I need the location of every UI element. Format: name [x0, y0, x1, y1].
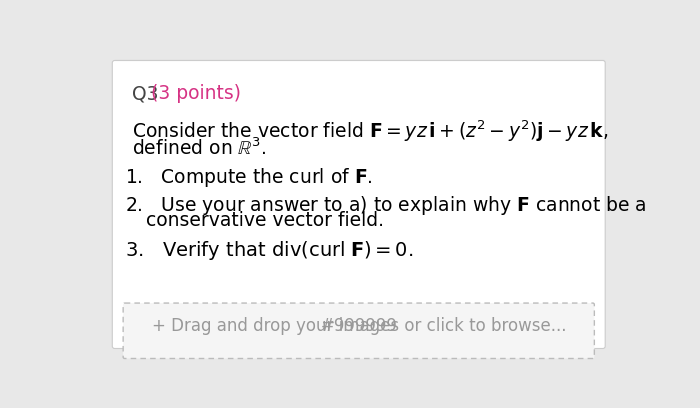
Text: (3 points): (3 points) [151, 84, 241, 103]
Text: conservative vector field.: conservative vector field. [146, 211, 384, 230]
FancyBboxPatch shape [123, 303, 594, 359]
Text: 3.   Verify that $\mathrm{div}(\mathrm{curl}\;\mathbf{F}) = 0.$: 3. Verify that $\mathrm{div}(\mathrm{cur… [125, 239, 413, 262]
Text: #999999: #999999 [321, 317, 397, 335]
FancyBboxPatch shape [112, 60, 606, 348]
Text: defined on $\mathbb{R}^3$.: defined on $\mathbb{R}^3$. [132, 137, 267, 159]
Text: Q3: Q3 [132, 84, 165, 103]
Text: 1.   Compute the curl of $\mathbf{F}.$: 1. Compute the curl of $\mathbf{F}.$ [125, 166, 372, 189]
Text: + Drag and drop your images or click to browse...: + Drag and drop your images or click to … [151, 317, 566, 335]
Text: Consider the vector field $\mathbf{F} = yz\,\mathbf{i} + (z^2 - y^2)\mathbf{j} -: Consider the vector field $\mathbf{F} = … [132, 118, 609, 144]
Text: 2.   Use your answer to a) to explain why $\mathbf{F}$ cannot be a: 2. Use your answer to a) to explain why … [125, 194, 646, 217]
